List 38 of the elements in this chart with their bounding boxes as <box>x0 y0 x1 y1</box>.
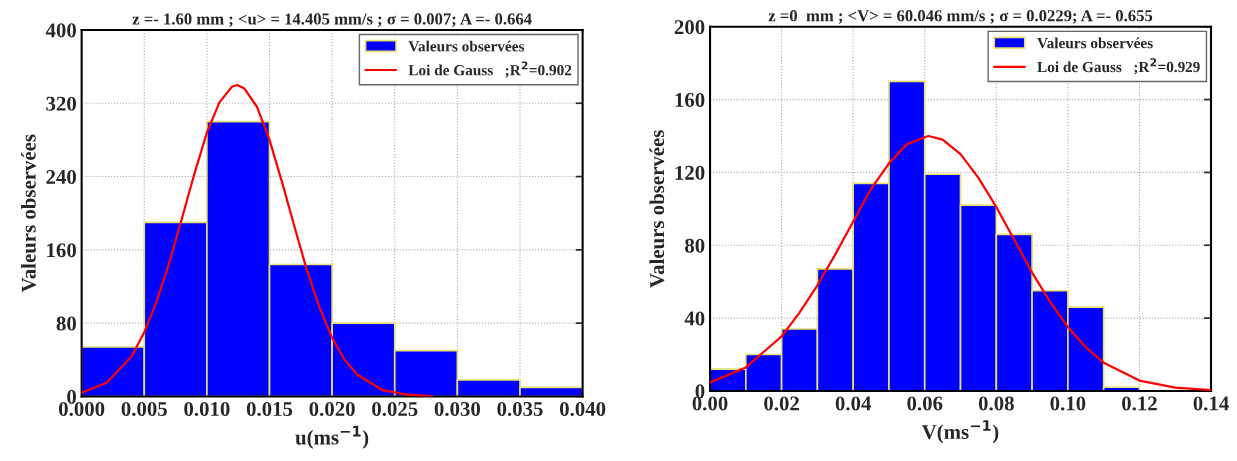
chart-title: z =0 mm ; <V> = 60.046 mm/s ; σ = 0.0229; A =- 0.655 <box>768 10 1153 24</box>
legend-label: Loi de Gauss ;R$^{2}$=0.902 <box>408 61 572 78</box>
x-tick-label: 0.040 <box>559 401 606 417</box>
y-tick-label: 80 <box>685 238 705 253</box>
x-axis-title: u(ms$^{−1}$) <box>295 425 369 449</box>
y-tick-label: 200 <box>674 20 705 35</box>
x-tick-label: 0.025 <box>372 401 418 417</box>
x-tick-label: 0.020 <box>309 401 355 417</box>
x-tick-label: 0.015 <box>246 401 293 417</box>
y-tick-label: 40 <box>684 311 705 326</box>
x-tick-label: 0.12 <box>1122 396 1157 411</box>
y-tick-label: 160 <box>675 92 705 108</box>
y-tick-label: 120 <box>675 165 705 180</box>
legend-label: Valeurs observées <box>408 40 525 52</box>
y-tick-label: 320 <box>46 96 76 111</box>
x-tick-label: 0.14 <box>1193 396 1229 411</box>
x-tick-label: 0.000 <box>59 401 105 417</box>
y-axis-title: Valeurs observées <box>21 134 36 293</box>
x-tick-label: 0.10 <box>1050 396 1086 411</box>
y-axis-title: Valeurs observées <box>649 130 665 288</box>
x-axis-title: V(ms$^{−1}$) <box>921 420 999 444</box>
y-tick-label: 0 <box>67 389 76 404</box>
y-tick-label: 160 <box>47 243 76 258</box>
x-tick-label: 0.04 <box>835 396 872 411</box>
x-tick-label: 0.030 <box>434 401 481 417</box>
x-tick-label: 0.035 <box>497 401 543 417</box>
x-tick-label: 0.06 <box>907 396 943 411</box>
x-tick-label: 0.08 <box>978 396 1014 411</box>
y-tick-label: 240 <box>46 169 76 184</box>
line-series <box>81 83 434 397</box>
x-tick-label: 0.005 <box>121 401 167 417</box>
y-tick-label: 80 <box>56 316 76 331</box>
legend-label: Valeurs observées <box>1037 37 1153 49</box>
x-tick-label: 0.010 <box>184 401 230 417</box>
chart-title: z =- 1.60 mm ; <u> = 14.405 mm/s ; σ = 0.007; A =- 0.664 <box>132 13 532 27</box>
x-tick-label: 0.02 <box>764 396 799 411</box>
legend-label: Loi de Gauss ;R$^{2}$=0.929 <box>1037 58 1200 75</box>
y-tick-label: 400 <box>45 23 76 38</box>
